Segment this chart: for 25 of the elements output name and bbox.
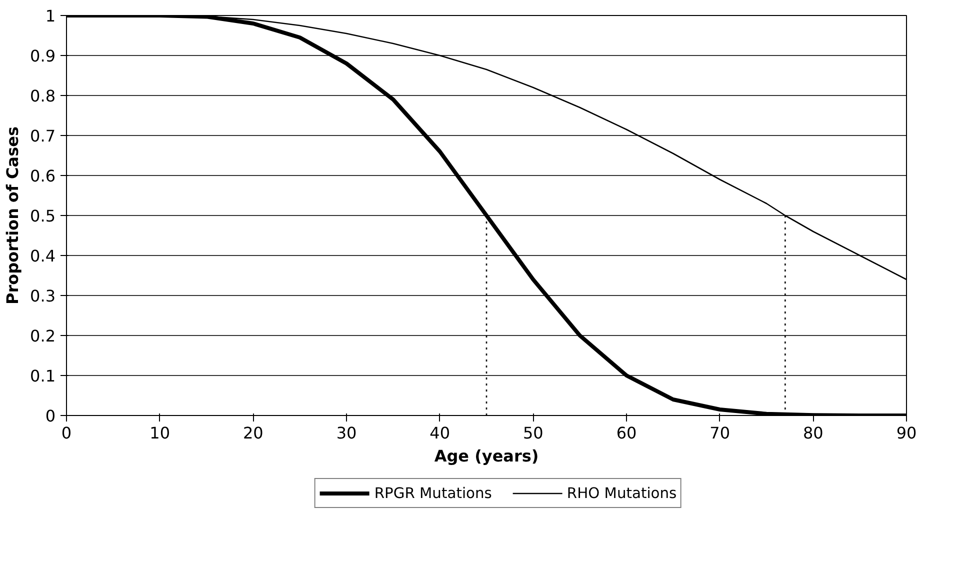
legend-label: RHO Mutations — [566, 484, 677, 502]
y-tick-label: 0.3 — [30, 286, 56, 306]
x-tick-label: 40 — [430, 424, 450, 442]
y-tick-label: 0.1 — [30, 366, 56, 386]
y-tick-label: 0.6 — [30, 166, 56, 186]
x-tick-label: 80 — [802, 424, 824, 442]
x-tick-label: 50 — [522, 424, 544, 442]
x-axis-title: Age (years) — [434, 446, 539, 466]
x-tick-label: 70 — [710, 424, 730, 442]
legend-label: RPGR Mutations — [374, 484, 492, 502]
x-tick-label: 60 — [616, 424, 637, 442]
y-tick-label: 0.2 — [30, 326, 56, 346]
y-tick-label: 0.7 — [30, 126, 56, 146]
y-axis-title: Proportion of Cases — [3, 126, 22, 304]
x-tick-label: 30 — [336, 424, 357, 442]
y-tick-label: 0.4 — [30, 246, 56, 266]
y-tick-label: 0.5 — [30, 206, 56, 226]
x-tick-label: 10 — [150, 424, 170, 442]
x-tick-label: 20 — [242, 424, 264, 442]
x-tick-label: 90 — [896, 424, 917, 442]
x-tick-label: 0 — [61, 424, 72, 442]
y-tick-label: 0.8 — [30, 86, 56, 106]
y-tick-label: 1 — [45, 6, 56, 26]
y-tick-label: 0.9 — [30, 46, 56, 66]
y-tick-label: 0 — [45, 406, 56, 426]
